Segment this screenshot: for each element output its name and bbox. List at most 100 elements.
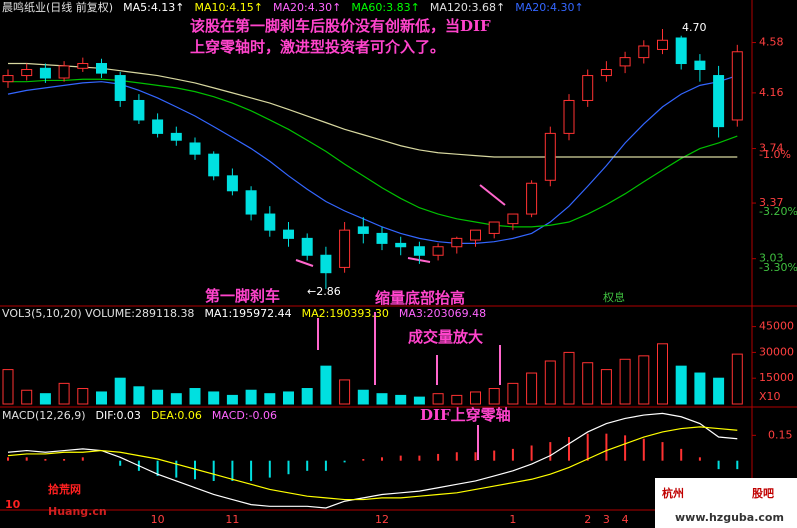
candle-body bbox=[39, 67, 51, 79]
y-tick-label: 15000 bbox=[759, 371, 794, 384]
ma-line bbox=[7, 74, 738, 244]
volume-bar bbox=[320, 365, 332, 405]
candle-body bbox=[152, 119, 164, 134]
pct-label: -1.0% bbox=[759, 148, 791, 161]
legend-entry: VOL3(5,10,20) VOLUME:289118.38 bbox=[2, 307, 194, 320]
ma-line bbox=[8, 62, 738, 158]
watermark-box bbox=[655, 478, 797, 528]
volume-bar bbox=[189, 388, 201, 405]
volume-bar bbox=[526, 372, 538, 405]
candle-body bbox=[600, 69, 612, 77]
legend-entry: MA20:4.30↑ bbox=[273, 1, 341, 14]
volume-bar bbox=[133, 386, 145, 405]
x-tick-label: 3 bbox=[603, 513, 610, 526]
volume-bar bbox=[114, 377, 126, 405]
x-tick-label: 12 bbox=[375, 513, 389, 526]
candle-body bbox=[96, 63, 107, 74]
candle-body bbox=[713, 75, 725, 128]
candle-body bbox=[21, 69, 33, 77]
arrows bbox=[295, 184, 506, 460]
candle-body bbox=[675, 37, 687, 65]
legend-entry: MA3:203069.48 bbox=[399, 307, 486, 320]
annotation: 权息 bbox=[603, 290, 625, 304]
legend-entry: MA2:190393.30 bbox=[302, 307, 389, 320]
volume-bar bbox=[600, 369, 612, 405]
legend-entry: MACD(12,26,9) bbox=[2, 409, 86, 422]
volume-bar bbox=[713, 377, 725, 405]
annotation: ←2.86 bbox=[307, 285, 341, 298]
x-tick-label: 10 bbox=[151, 513, 165, 526]
volume-bar bbox=[226, 394, 238, 405]
volume-bar bbox=[675, 365, 687, 405]
unit-label: X10 bbox=[759, 390, 781, 403]
volume-bar bbox=[77, 388, 89, 405]
volume-bar bbox=[152, 389, 164, 405]
volume-bar bbox=[2, 369, 14, 405]
candle-body bbox=[226, 175, 238, 192]
volume-bar bbox=[638, 355, 650, 405]
candle-body bbox=[189, 142, 201, 155]
legend-entry: DIF:0.03 bbox=[96, 409, 141, 422]
candle-body bbox=[694, 60, 706, 71]
y-tick-label: 3.74 bbox=[759, 142, 784, 155]
candle-body bbox=[58, 65, 70, 79]
frame bbox=[0, 0, 797, 511]
volume-bar bbox=[451, 394, 463, 405]
dea-line bbox=[7, 426, 738, 501]
candle-body bbox=[619, 57, 631, 67]
legend-entry: MA120:3.68↑ bbox=[430, 1, 505, 14]
annotation: 4.70 bbox=[682, 21, 707, 34]
candle-body bbox=[283, 229, 294, 239]
legend-entry: MA60:3.83↑ bbox=[351, 1, 419, 14]
candle-body bbox=[731, 51, 743, 121]
candle-body bbox=[208, 153, 220, 177]
volume-bar bbox=[582, 362, 594, 405]
annotation: 第一脚刹车 bbox=[205, 287, 280, 305]
candle-body bbox=[544, 132, 556, 181]
legend-entry: MA5:4.13↑ bbox=[123, 1, 184, 14]
x-tick-label: 1 bbox=[509, 513, 516, 526]
candle-body bbox=[582, 75, 594, 101]
volume-bar bbox=[432, 393, 444, 405]
x-tick-label: 2 bbox=[584, 513, 591, 526]
candle-body bbox=[357, 226, 369, 234]
y-tick-label: 0.15 bbox=[768, 428, 793, 441]
candle-body bbox=[395, 242, 407, 248]
candle-body bbox=[170, 132, 182, 141]
candle-body bbox=[451, 237, 463, 248]
legend-entry: MA10:4.15↑ bbox=[195, 1, 263, 14]
volume-bar bbox=[357, 389, 369, 405]
volume-bar bbox=[96, 391, 107, 405]
volume-bar bbox=[657, 343, 668, 405]
legend-entry: DEA:0.06 bbox=[151, 409, 202, 422]
candle-body bbox=[2, 75, 14, 83]
ma-line bbox=[8, 78, 738, 228]
watermark-text: 股吧 bbox=[752, 487, 774, 500]
candle-body bbox=[320, 254, 332, 274]
volume-bar bbox=[395, 394, 407, 405]
y-tick-label: 45000 bbox=[759, 320, 794, 333]
volume-bar bbox=[544, 360, 556, 405]
candle-body bbox=[507, 213, 519, 225]
volume-bar bbox=[339, 379, 351, 405]
candle-body bbox=[301, 237, 313, 256]
candle-body bbox=[432, 246, 444, 256]
volume-bar bbox=[39, 393, 51, 405]
candle-body bbox=[488, 221, 500, 234]
candle-body bbox=[638, 45, 650, 59]
dif-line bbox=[7, 412, 738, 509]
volume-bar bbox=[413, 396, 425, 405]
volume-bar bbox=[376, 393, 388, 405]
y-tick-label: 30000 bbox=[759, 345, 794, 358]
legend-entry: MA1:195972.44 bbox=[204, 307, 291, 320]
volume-bar bbox=[301, 388, 313, 405]
x-tick-label: 4 bbox=[622, 513, 629, 526]
candle-body bbox=[114, 75, 126, 101]
volume-bar bbox=[208, 391, 220, 405]
annotation: 上穿零轴时，激进型投资者可介入了。 bbox=[190, 38, 445, 56]
candle-body bbox=[245, 190, 257, 215]
candle-body bbox=[413, 246, 425, 256]
volume-bar bbox=[731, 353, 743, 405]
candle-body bbox=[526, 182, 538, 215]
